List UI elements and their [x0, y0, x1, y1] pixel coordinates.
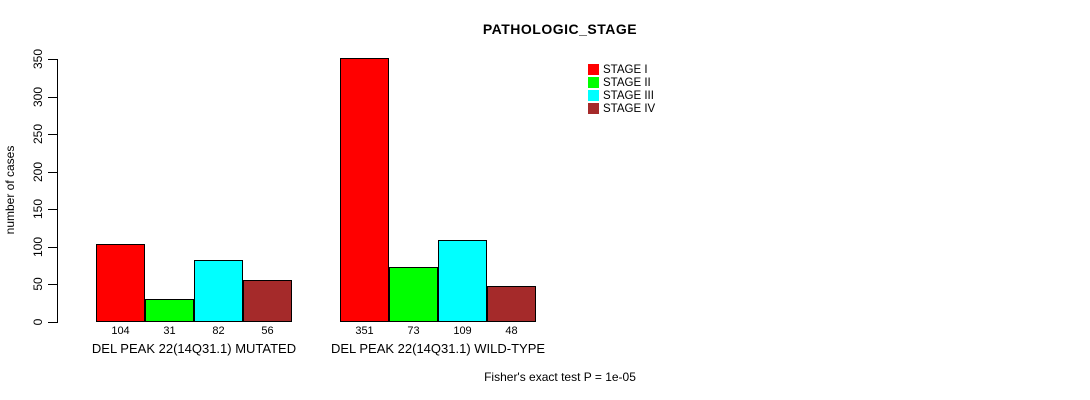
legend-label: STAGE IV	[603, 102, 656, 115]
y-tick-mark-250	[48, 134, 58, 136]
y-tick-label-200: 200	[31, 161, 45, 182]
legend-item-stage-iv: STAGE IV	[588, 102, 655, 115]
group-label-del-peak-22-14q31-1-mutated: DEL PEAK 22(14Q31.1) MUTATED	[91, 341, 297, 356]
y-tick-label-50: 50	[31, 277, 45, 292]
legend-item-stage-i: STAGE I	[588, 63, 655, 76]
bar-value-label: 56	[261, 325, 274, 337]
bar-value-label: 82	[212, 325, 225, 337]
legend-label: STAGE I	[603, 63, 648, 76]
bar-del-peak-22-14q31-1-mutated-stage-ii	[145, 299, 194, 322]
y-tick-label-100: 100	[31, 236, 45, 257]
y-tick-label-250: 250	[31, 124, 45, 145]
bar-del-peak-22-14q31-1-wild-type-stage-iii	[438, 240, 487, 322]
chart-title: PATHOLOGIC_STAGE	[482, 21, 638, 37]
bar-del-peak-22-14q31-1-mutated-stage-i	[96, 244, 145, 322]
y-tick-mark-200	[48, 171, 58, 173]
bar-value-label: 351	[355, 325, 374, 337]
legend-item-stage-ii: STAGE II	[588, 76, 655, 89]
y-axis-label: number of cases	[3, 145, 17, 235]
y-tick-label-300: 300	[31, 86, 45, 107]
y-tick-label-150: 150	[31, 199, 45, 220]
bar-del-peak-22-14q31-1-mutated-stage-iii	[194, 260, 243, 322]
y-tick-label-0: 0	[31, 318, 45, 326]
legend-swatch-icon	[588, 77, 599, 88]
legend: STAGE I STAGE II STAGE III STAGE IV	[588, 63, 655, 115]
legend-item-stage-iii: STAGE III	[588, 89, 655, 102]
y-tick-mark-350	[48, 59, 58, 60]
y-axis-line	[57, 59, 58, 323]
legend-swatch-icon	[588, 103, 599, 114]
bar-del-peak-22-14q31-1-wild-type-stage-iv	[487, 286, 536, 322]
bar-value-label: 73	[407, 325, 420, 337]
bar-del-peak-22-14q31-1-wild-type-stage-ii	[389, 267, 438, 322]
annotation-text: Fisher's exact test P = 1e-05	[484, 370, 636, 384]
bar-value-label: 109	[453, 325, 472, 337]
y-tick-mark-0	[48, 322, 58, 323]
legend-swatch-icon	[588, 64, 599, 75]
legend-swatch-icon	[588, 90, 599, 101]
y-tick-mark-150	[48, 209, 58, 211]
y-tick-mark-100	[48, 246, 58, 248]
legend-label: STAGE II	[603, 76, 651, 89]
bar-value-label: 104	[111, 325, 130, 337]
y-tick-mark-50	[48, 284, 58, 286]
group-label-del-peak-22-14q31-1-wild-type: DEL PEAK 22(14Q31.1) WILD-TYPE	[330, 341, 546, 356]
y-tick-label-350: 350	[31, 48, 45, 70]
bar-del-peak-22-14q31-1-mutated-stage-iv	[243, 280, 292, 322]
bar-value-label: 48	[505, 325, 518, 337]
y-tick-mark-300	[48, 96, 58, 98]
bar-value-label: 31	[163, 325, 176, 337]
legend-label: STAGE III	[603, 89, 654, 102]
bar-del-peak-22-14q31-1-wild-type-stage-i	[340, 58, 389, 322]
